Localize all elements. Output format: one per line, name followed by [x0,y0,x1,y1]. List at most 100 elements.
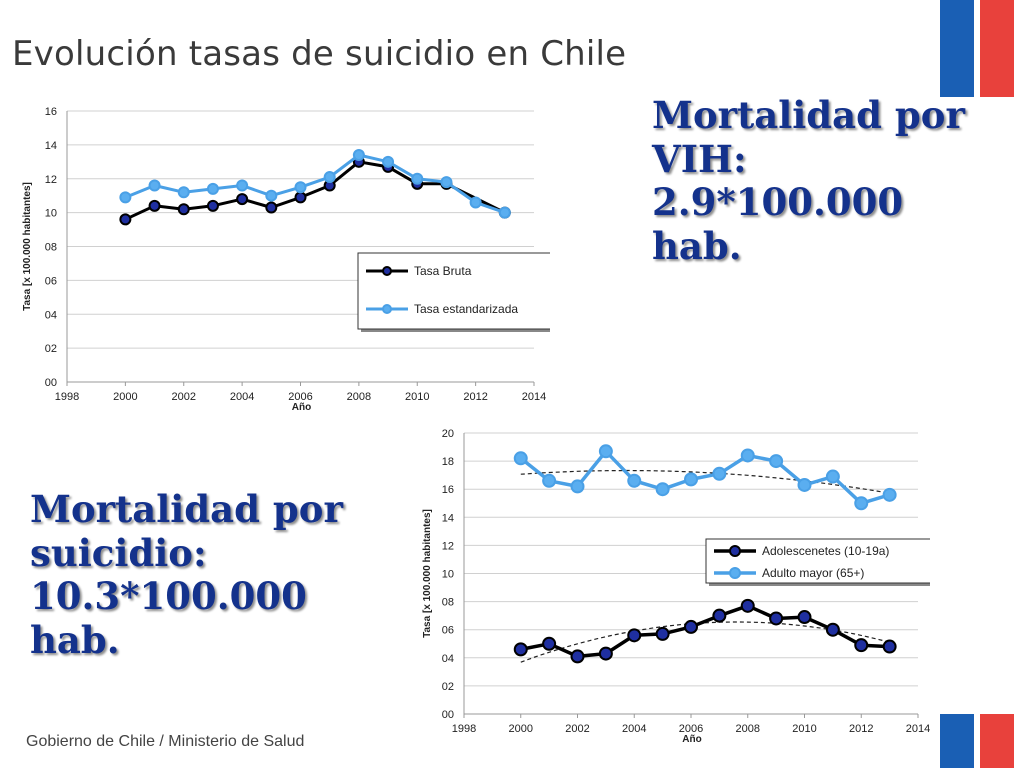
data-point-tasa-estandarizada [148,179,161,192]
x-tick-label: 2012 [849,723,873,735]
data-point-tasa-bruta [265,201,278,214]
y-tick-label: 06 [442,625,454,637]
y-tick-label: 16 [442,484,454,496]
x-tick-label: 2006 [679,723,703,735]
y-axis-label: Tasa [x 100.000 habitantes] [422,509,433,638]
data-point-adulto-mayor-65 [740,448,755,463]
x-tick-label: 2014 [906,723,930,735]
data-point-adolescenetes-10-19a [684,619,698,634]
y-axis-label: Tasa [x 100.000 habitantes] [22,182,33,311]
data-point-tasa-estandarizada [352,149,365,162]
x-axis-label: Año [292,402,311,413]
x-tick-label: 2012 [463,391,487,403]
data-point-tasa-estandarizada [382,155,395,168]
data-point-adulto-mayor-65 [712,466,727,481]
data-point-tasa-estandarizada [119,191,132,204]
x-tick-label: 2000 [509,723,533,735]
legend-label-tasa-bruta: Tasa Bruta [414,264,472,278]
data-point-adolescenetes-10-19a [542,636,557,651]
y-tick-label: 08 [45,242,57,254]
callout-suicidio-line-1: Mortalidad por [30,487,343,531]
legend-marker-tasa-bruta [382,266,392,276]
chile-flag-top [940,0,1018,97]
x-tick-label: 2008 [347,391,371,403]
data-point-adolescenetes-10-19a [712,608,727,623]
x-tick-label: 2010 [405,391,429,403]
data-point-tasa-estandarizada [469,196,482,209]
data-point-adulto-mayor-65 [797,477,812,492]
data-point-adolescenetes-10-19a [797,610,812,625]
data-point-tasa-estandarizada [440,176,453,189]
data-point-adolescenetes-10-19a [598,646,613,661]
y-tick-label: 14 [442,512,454,524]
callout-vih-line-4: hab. [652,223,742,268]
x-tick-label: 2002 [565,723,589,735]
data-point-adolescenetes-10-19a [655,626,670,641]
x-tick-label: 2004 [230,391,254,403]
data-point-adolescenetes-10-19a [627,628,642,643]
callout-vih-line-2: VIH: [652,136,747,181]
trendline-adulto-mayor-65 [520,469,890,494]
data-point-tasa-bruta [148,199,161,212]
x-tick-label: 2010 [792,723,816,735]
data-point-adolescenetes-10-19a [570,649,585,664]
y-tick-label: 00 [45,377,57,389]
data-point-adulto-mayor-65 [655,482,670,497]
y-tick-label: 04 [442,653,454,665]
flag-red-bar [980,0,1014,97]
legend-label-adulto-mayor-65: Adulto mayor (65+) [762,566,864,580]
data-point-tasa-bruta [119,213,132,226]
x-tick-label: 2004 [622,723,646,735]
x-tick-label: 2000 [113,391,137,403]
data-point-adolescenetes-10-19a [740,598,755,613]
y-tick-label: 08 [442,597,454,609]
data-point-adulto-mayor-65 [627,473,642,488]
chile-flag-bottom [940,714,1018,768]
callout-suicidio-line-2: suicidio: [30,530,207,575]
y-tick-label: 20 [442,428,454,440]
chart-adolescentes-adulto-mayor: 00 02 04 06 08 10 12 14 16 18 20 1998 2000 2002 2004 20… [422,428,930,745]
data-point-adolescenetes-10-19a [769,611,784,626]
data-point-adolescenetes-10-19a [513,642,528,657]
x-tick-label: 2002 [172,391,196,403]
y-tick-label: 10 [45,208,57,220]
data-point-adulto-mayor-65 [570,479,585,494]
data-point-tasa-estandarizada [411,172,424,185]
data-point-adulto-mayor-65 [854,496,869,511]
callout-suicidio-line-3: 10.3*100.000 [30,574,307,619]
x-tick-label: 1998 [452,723,476,735]
data-point-adulto-mayor-65 [825,469,840,484]
data-point-adulto-mayor-65 [542,473,557,488]
data-point-adulto-mayor-65 [769,454,784,469]
callout-mortalidad-suicidio: Mortalidad por suicidio: 10.3*100.000 ha… [30,487,343,663]
x-tick-label: 2008 [736,723,760,735]
data-point-tasa-bruta [206,199,219,212]
data-point-adulto-mayor-65 [684,472,698,487]
flag-red-bar [980,714,1014,768]
y-tick-label: 00 [442,709,454,721]
legend-marker-adolescenetes-10-19a [729,545,741,557]
x-tick-label: 2014 [522,391,546,403]
data-point-adulto-mayor-65 [513,451,528,466]
y-tick-label: 12 [442,540,454,552]
y-tick-label: 18 [442,456,454,468]
y-tick-label: 10 [442,569,454,581]
callout-mortalidad-vih: Mortalidad por VIH: 2.9*100.000 hab. [652,93,965,269]
flag-blue-bar [940,714,974,768]
data-point-tasa-estandarizada [498,206,511,219]
legend-marker-tasa-estandarizada [382,304,392,314]
y-tick-label: 02 [45,343,57,355]
data-point-adulto-mayor-65 [882,487,897,502]
y-tick-label: 06 [45,275,57,287]
chart-tasa-bruta-estandarizada: 00 02 04 06 08 10 12 14 16 1998 2000 2002 2004 2006 20… [22,106,550,413]
data-point-tasa-bruta [294,191,307,204]
x-axis-label: Año [682,734,701,745]
data-point-tasa-estandarizada [323,171,336,184]
data-point-tasa-estandarizada [236,179,249,192]
y-tick-label: 14 [45,140,57,152]
data-point-adulto-mayor-65 [598,444,613,459]
data-point-adolescenetes-10-19a [854,638,869,653]
callout-suicidio-line-4: hab. [30,617,120,662]
data-point-adolescenetes-10-19a [825,622,840,637]
slide-title: Evolución tasas de suicidio en Chile [12,34,627,74]
